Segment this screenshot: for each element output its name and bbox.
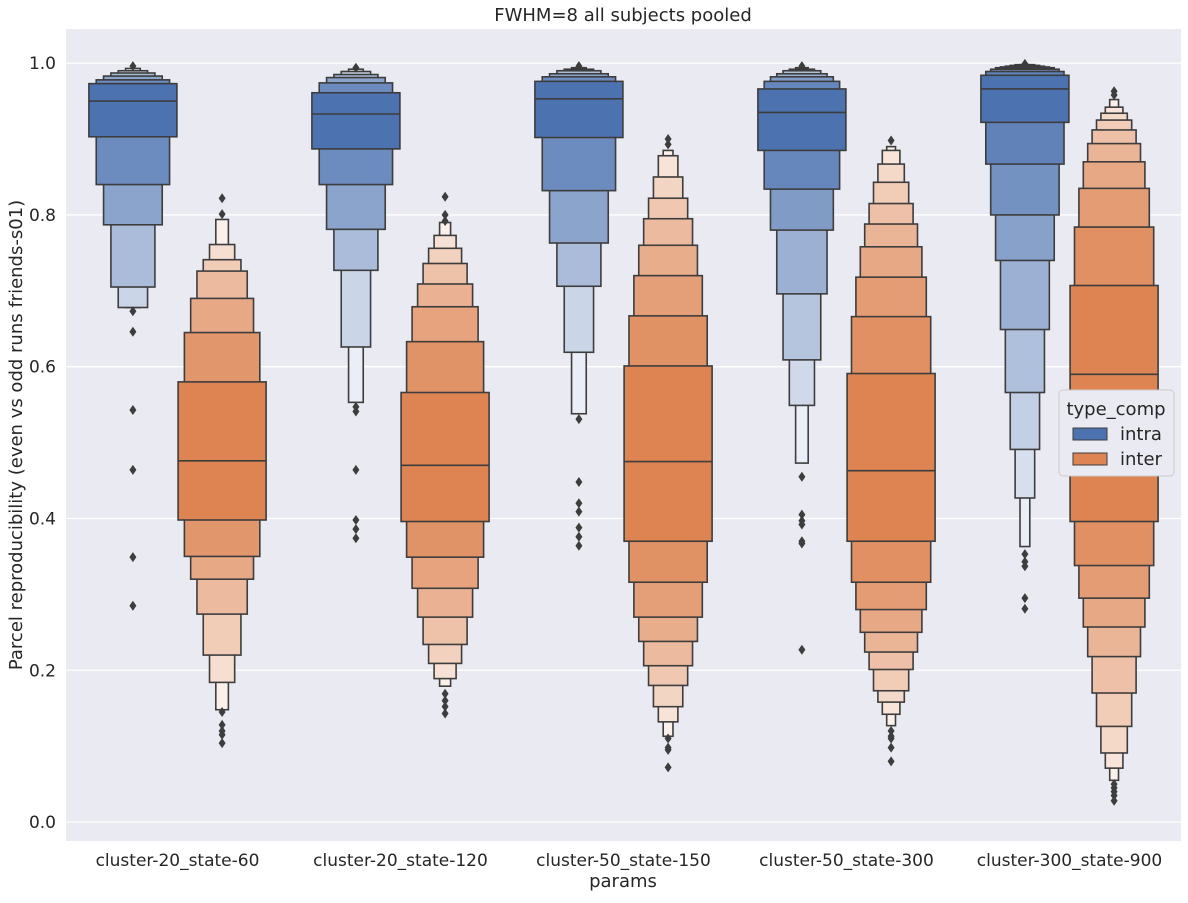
outlier-point — [129, 600, 137, 611]
outlier-point — [798, 471, 806, 482]
outlier-point — [441, 209, 449, 220]
outlier-point — [129, 552, 137, 563]
boxen-box — [88, 82, 178, 138]
outlier-point — [352, 62, 360, 73]
outlier-point — [1021, 58, 1029, 69]
outlier-point — [887, 725, 895, 736]
outlier-point — [441, 695, 449, 706]
outlier-point — [352, 533, 360, 544]
x-tick-label: cluster-20_state-120 — [313, 851, 488, 871]
outlier-point — [1021, 561, 1029, 572]
boxen-group-intra — [311, 62, 401, 544]
outlier-point — [218, 729, 226, 740]
outlier-point — [575, 506, 583, 517]
y-tick-label: 0.0 — [29, 813, 56, 833]
outlier-point — [575, 61, 583, 72]
outlier-point — [352, 406, 360, 417]
boxen-group-inter — [177, 193, 267, 749]
y-tick-label: 0.6 — [29, 358, 56, 378]
outlier-point — [798, 519, 806, 530]
y-axis-label: Parcel reproducibility (even vs odd runs… — [6, 200, 27, 670]
outlier-point — [887, 742, 895, 753]
outlier-point — [1110, 795, 1118, 806]
boxen-box — [980, 74, 1070, 124]
outlier-point — [664, 134, 672, 145]
legend-label-intra: intra — [1120, 424, 1162, 445]
x-tick-label: cluster-300_state-900 — [977, 851, 1162, 871]
outlier-point — [218, 738, 226, 749]
outlier-point — [575, 540, 583, 551]
outlier-point — [664, 139, 672, 150]
boxen-box — [534, 80, 624, 139]
outlier-point — [441, 688, 449, 699]
outlier-point — [575, 498, 583, 509]
outlier-point — [1021, 603, 1029, 614]
outlier-point — [664, 744, 672, 755]
legend-swatch-intra — [1072, 427, 1108, 441]
outlier-point — [664, 733, 672, 744]
boxen-group-inter — [400, 191, 490, 719]
x-tick-label: cluster-50_state-150 — [536, 851, 711, 871]
y-tick-label: 0.8 — [29, 206, 56, 226]
boxen-box — [177, 381, 267, 521]
outlier-point — [887, 733, 895, 744]
legend-title: type_comp — [1066, 399, 1165, 420]
outlier-point — [575, 531, 583, 542]
outlier-point — [129, 306, 137, 317]
outlier-point — [218, 719, 226, 730]
boxen-group-inter — [623, 134, 713, 773]
x-tick-label: cluster-50_state-300 — [759, 851, 934, 871]
boxen-box — [623, 365, 713, 543]
outlier-point — [1110, 790, 1118, 801]
boxen-box — [757, 88, 847, 152]
outlier-point — [441, 191, 449, 202]
outlier-point — [1021, 549, 1029, 560]
outlier-point — [352, 524, 360, 535]
boxen-group-intra — [980, 58, 1070, 614]
boxen-group-intra — [534, 61, 624, 551]
chart-title: FWHM=8 all subjects pooled — [494, 5, 752, 26]
outlier-point — [887, 135, 895, 146]
y-tick-label: 1.0 — [29, 54, 56, 74]
outlier-point — [887, 756, 895, 767]
outlier-point — [575, 414, 583, 425]
outlier-point — [798, 538, 806, 549]
outlier-point — [798, 644, 806, 655]
outlier-point — [1110, 90, 1118, 101]
outlier-point — [441, 701, 449, 712]
outlier-point — [352, 464, 360, 475]
boxen-group-inter — [846, 135, 936, 767]
outlier-point — [352, 514, 360, 525]
outlier-point — [129, 404, 137, 415]
y-tick-label: 0.2 — [29, 661, 56, 681]
outlier-point — [798, 61, 806, 72]
outlier-point — [798, 509, 806, 520]
legend-label-inter: inter — [1120, 449, 1163, 470]
boxen-box — [846, 372, 936, 543]
x-tick-label: cluster-20_state-60 — [96, 851, 260, 871]
axes: 0.0 0.2 0.4 0.6 0.8 1.0 cluster-20_state-60 clu… — [29, 54, 1162, 871]
legend-swatch-inter — [1072, 452, 1108, 466]
legend: type_comp intra inter — [1058, 389, 1175, 477]
outlier-point — [575, 477, 583, 488]
boxen-group-intra — [757, 61, 847, 655]
boxen-group-intra — [88, 61, 178, 611]
outlier-point — [218, 193, 226, 204]
boxen-box — [400, 391, 490, 523]
outlier-point — [218, 209, 226, 220]
outlier-point — [441, 215, 449, 226]
outlier-point — [218, 706, 226, 717]
outlier-point — [129, 61, 137, 72]
outlier-point — [575, 522, 583, 533]
y-tick-label: 0.4 — [29, 509, 56, 529]
outlier-point — [664, 762, 672, 773]
x-axis-label: params — [589, 871, 657, 892]
outlier-point — [129, 464, 137, 475]
outlier-point — [441, 708, 449, 719]
outlier-point — [1021, 593, 1029, 604]
outlier-point — [129, 326, 137, 337]
boxen-box — [311, 91, 401, 150]
